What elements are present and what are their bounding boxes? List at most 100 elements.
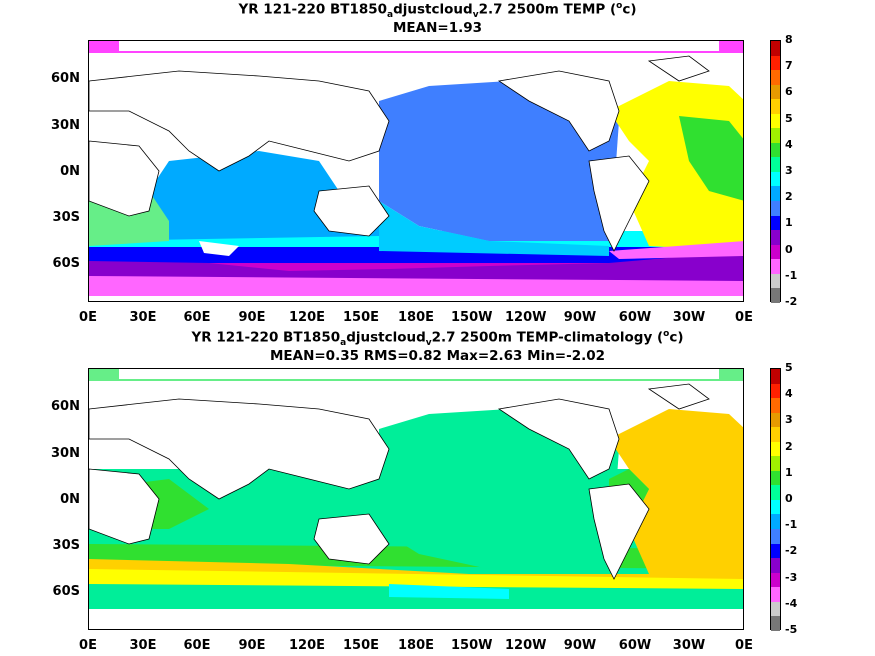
lon-label: 90W [563, 310, 597, 325]
colorbar-label: -5 [785, 623, 798, 636]
lon-label: 90W [563, 638, 597, 653]
title-sub: a [387, 10, 394, 21]
antarctica [89, 609, 743, 629]
colorbar-label: -4 [785, 596, 798, 610]
colorbar-swatch [771, 70, 780, 85]
map-panel-absolute-temp [88, 40, 744, 302]
lat-label: 30S [52, 538, 80, 553]
lon-label: 60W [618, 310, 652, 325]
colorbar-swatch [771, 128, 780, 143]
colorbar-swatch [771, 499, 780, 515]
title-part: 2.7 2500m TEMP ( [478, 1, 617, 18]
pacific-south [379, 201, 609, 256]
southern-band [389, 584, 509, 599]
lat-label: 0N [60, 164, 80, 179]
colorbar-2 [770, 368, 781, 631]
lon-label: 120W [505, 638, 547, 653]
pacific-ocean [379, 81, 619, 241]
lat-label: 60S [52, 256, 80, 271]
pacific-ocean [379, 409, 619, 569]
title-part: djustcloud [393, 1, 473, 18]
lon-label: 60E [183, 638, 211, 653]
panel2-stats: MEAN=0.35 RMS=0.82 Max=2.63 Min=-2.02 [269, 348, 606, 364]
lon-label: 150E [342, 638, 380, 653]
colorbar-swatch [771, 543, 780, 559]
colorbar-swatch [771, 99, 780, 114]
lon-label: 30E [129, 638, 157, 653]
title-sup: o [616, 1, 623, 11]
southern-band [89, 569, 743, 589]
atlantic-south [609, 241, 743, 259]
colorbar-swatch [771, 470, 780, 486]
colorbar-label: 3 [785, 164, 793, 177]
title-sup: o [663, 329, 670, 339]
antarctic-water [89, 276, 743, 301]
colorbar-label: 4 [785, 387, 793, 401]
africa [89, 140, 160, 217]
colorbar-swatch [771, 171, 780, 187]
map-panel-climatology-diff [88, 368, 744, 630]
colorbar-swatch [771, 383, 780, 399]
colorbar-label: -2 [785, 295, 798, 308]
lon-label: 120E [288, 638, 326, 653]
colorbar-swatch [771, 186, 780, 202]
colorbar-swatch [771, 157, 780, 172]
colorbar-swatch [771, 441, 780, 457]
lon-label: 0E [79, 310, 97, 325]
colorbar-label: 6 [785, 85, 793, 99]
antarctica [89, 296, 743, 301]
lon-label: 30E [129, 310, 157, 325]
lat-label: 60S [52, 584, 80, 599]
colorbar-swatch [771, 369, 780, 384]
lat-label: 0N [60, 492, 80, 507]
eurasia [89, 398, 390, 500]
map2-svg [89, 369, 743, 629]
colorbar-swatch [771, 558, 780, 573]
lon-label: 150W [451, 638, 493, 653]
colorbar-swatch [771, 55, 780, 71]
colorbar-swatch [771, 288, 780, 303]
north-america [497, 70, 620, 152]
arctic-land [119, 369, 719, 379]
arctic-land [119, 41, 719, 51]
lat-label: 30N [51, 118, 80, 133]
lon-label: 150E [342, 310, 380, 325]
lon-label: 150W [451, 310, 493, 325]
colorbar-label: 1 [785, 216, 793, 230]
title-sub: v [472, 10, 479, 21]
australia [313, 513, 390, 565]
colorbar-label: 5 [785, 111, 793, 125]
title-part: YR 121-220 BT1850 [191, 329, 341, 346]
colorbar-swatch [771, 201, 780, 216]
atlantic-ocean [609, 409, 743, 579]
colorbar-swatch [771, 41, 780, 56]
lat-label: 60N [51, 399, 80, 414]
title-sub: a [340, 338, 347, 349]
south-america [588, 483, 650, 580]
colorbar-swatch [771, 215, 780, 231]
colorbar-label: -3 [785, 570, 798, 584]
panel2-title: YR 121-220 BT1850adjustcloudv2.7 2500m T… [0, 326, 875, 351]
colorbar-label: 4 [785, 137, 793, 151]
lat-label: 60N [51, 71, 80, 86]
lon-label: 180E [397, 310, 435, 325]
map1-svg [89, 41, 743, 301]
colorbar-swatch [771, 142, 780, 158]
africa [89, 468, 160, 545]
greenland [647, 383, 710, 410]
colorbar-label: 5 [785, 361, 793, 374]
title-part: djustcloud [346, 329, 426, 346]
lon-label: 60E [183, 310, 211, 325]
colorbar-label: 0 [785, 492, 793, 505]
colorbar-swatch [771, 398, 780, 413]
colorbar-swatch [771, 244, 780, 260]
colorbar-label: 1 [785, 465, 793, 479]
colorbar-swatch [771, 84, 780, 100]
colorbar-label: 2 [785, 190, 793, 204]
title-part: 2.7 2500m TEMP-climatology ( [431, 329, 664, 346]
colorbar-label: 3 [785, 413, 793, 427]
lat-label: 30S [52, 210, 80, 225]
greenland [647, 55, 710, 82]
title-sub: v [425, 338, 432, 349]
panel1-stats: MEAN=1.93 [392, 20, 483, 36]
